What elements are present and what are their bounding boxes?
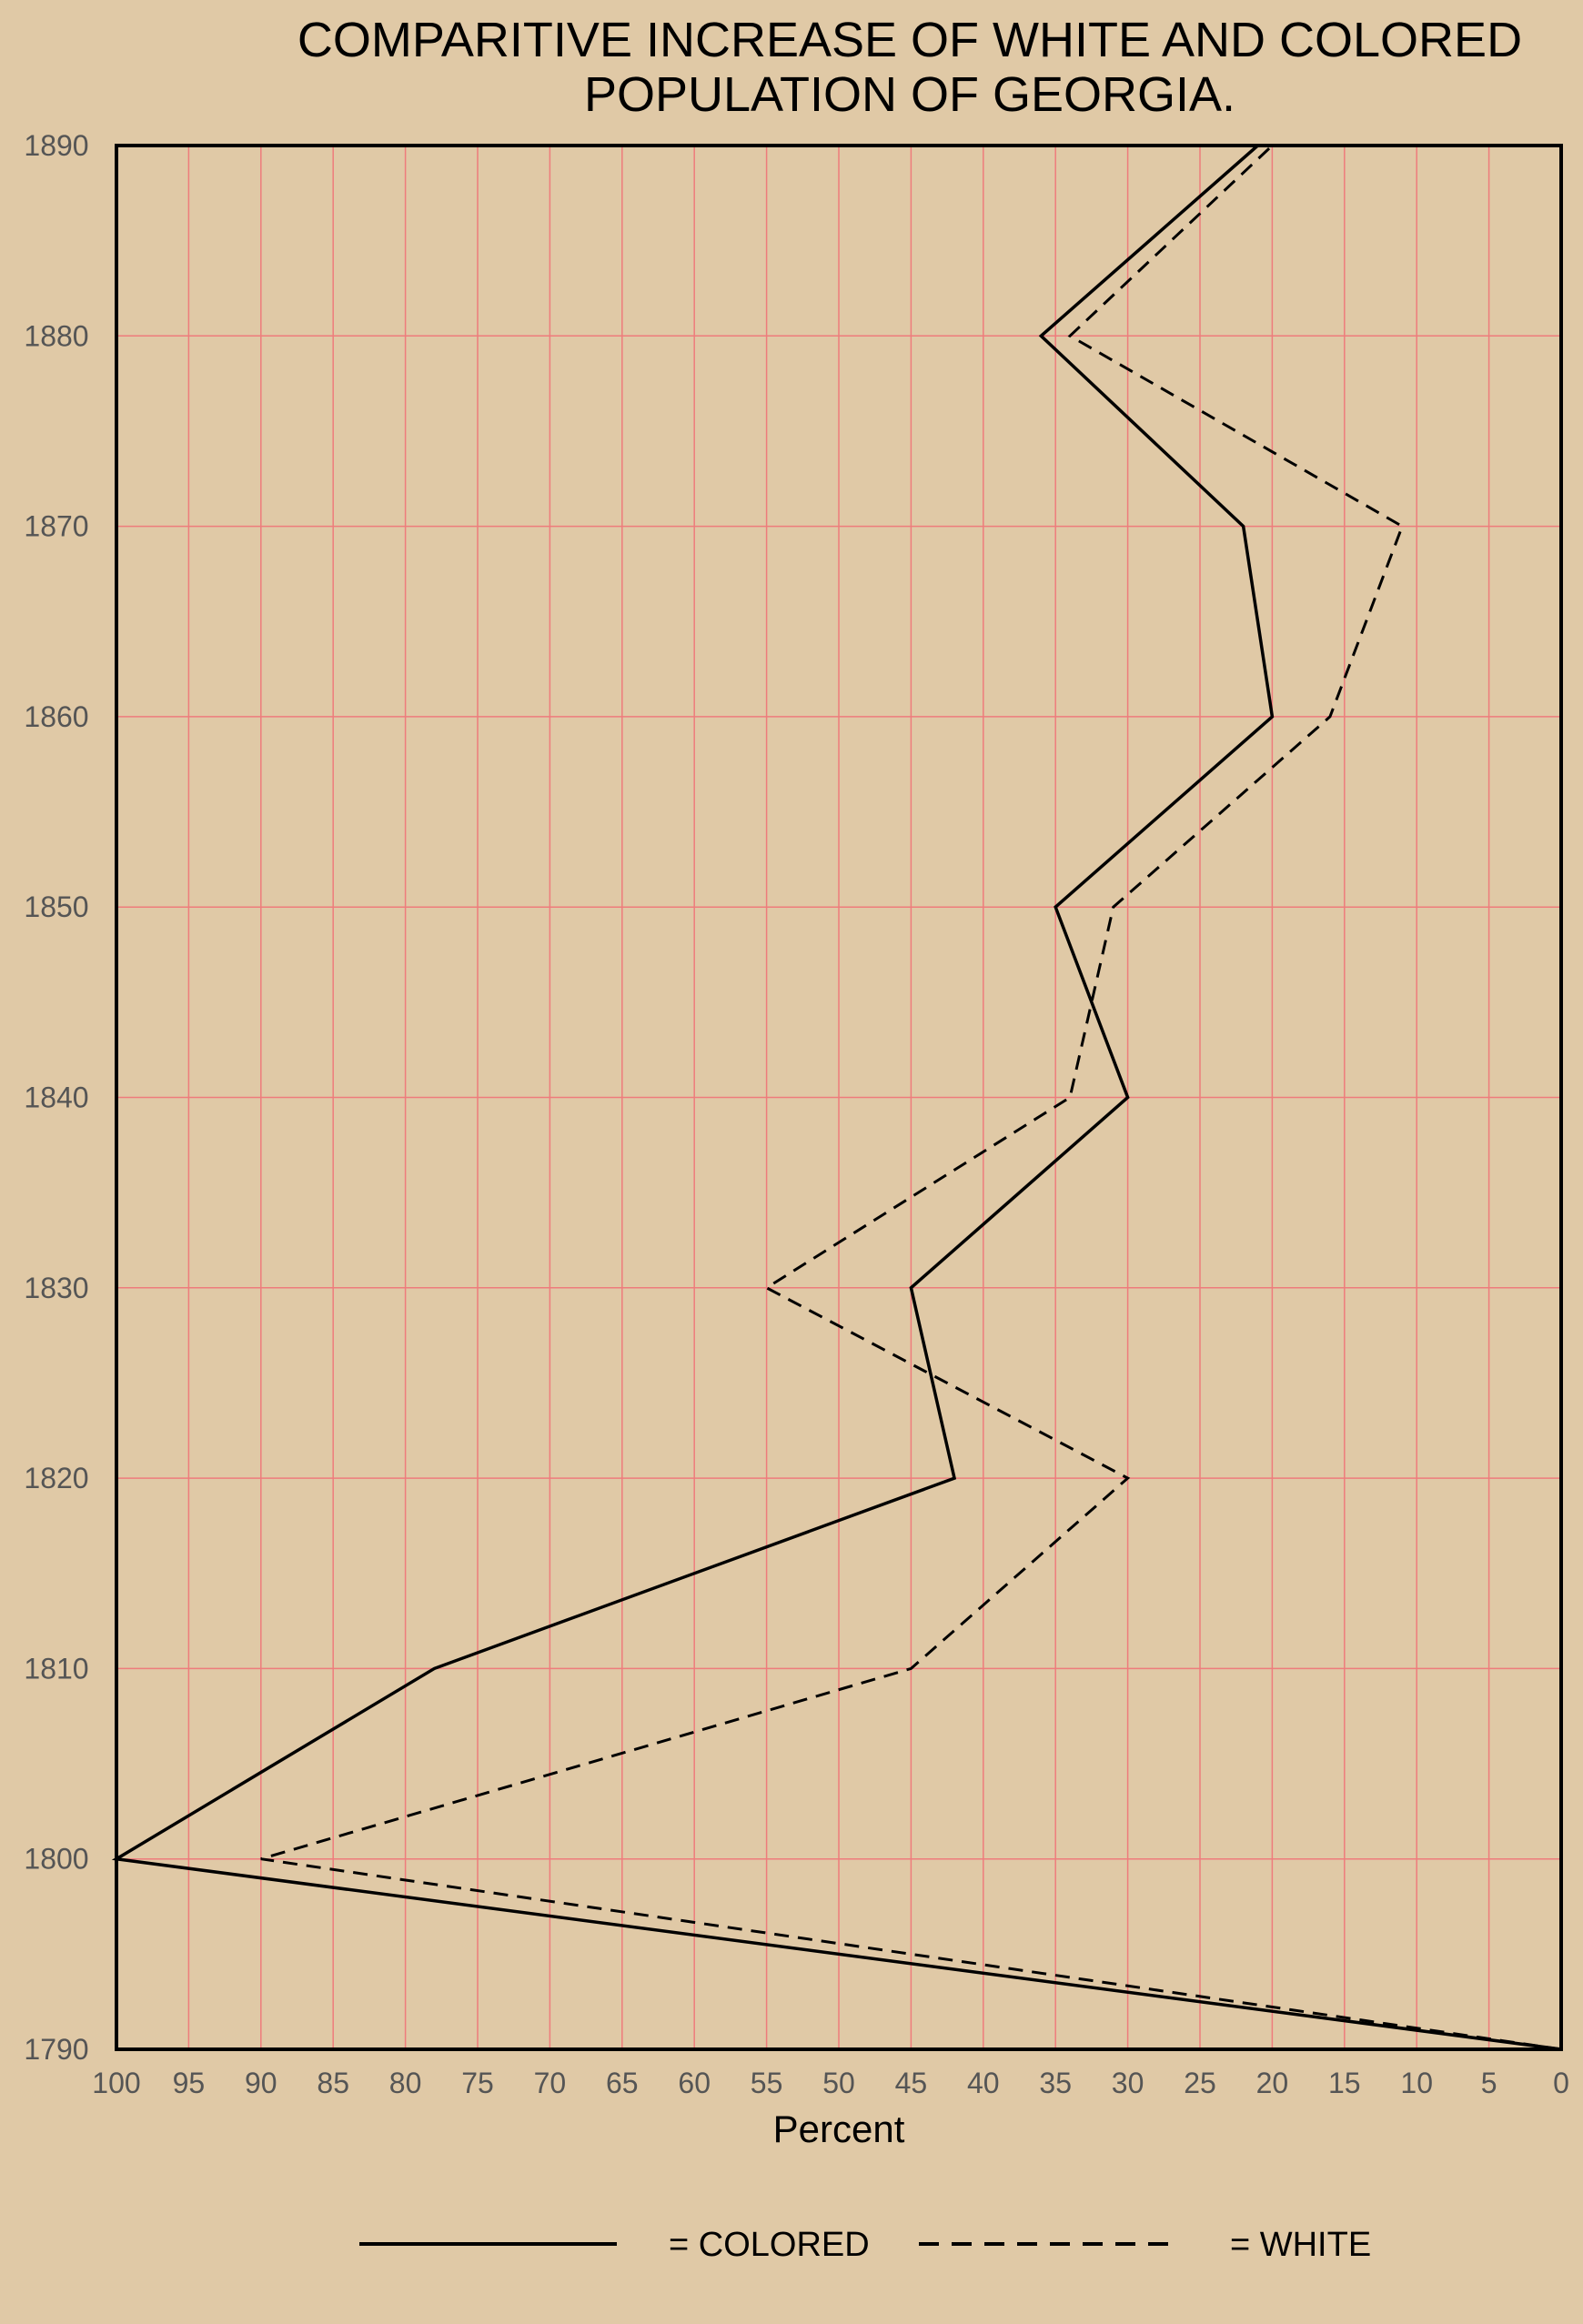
y-tick-label-1870: 1870 [24, 510, 88, 543]
x-axis-ticks: 100 95 90 85 80 75 70 65 60 55 50 45 40 35 30 25 20 15 10 5… [92, 2067, 1569, 2099]
y-tick-label-1880: 1880 [24, 319, 88, 352]
x-tick-label-0: 0 [1553, 2067, 1569, 2099]
x-tick-label-15: 15 [1328, 2067, 1361, 2099]
x-tick-label-100: 100 [92, 2067, 140, 2099]
plot-frame [115, 144, 1563, 2051]
x-tick-label-90: 90 [245, 2067, 277, 2099]
x-tick-label-75: 75 [461, 2067, 494, 2099]
x-tick-label-5: 5 [1481, 2067, 1497, 2099]
grid-layer [116, 145, 1562, 2050]
x-tick-label-80: 80 [389, 2067, 422, 2099]
y-tick-label-1850: 1850 [24, 890, 88, 923]
y-tick-label-1800: 1800 [24, 1843, 88, 1876]
legend: = COLORED = WHITE [359, 2226, 1371, 2264]
y-tick-label-1840: 1840 [24, 1082, 88, 1114]
y-tick-label-1810: 1810 [24, 1652, 88, 1685]
x-tick-label-35: 35 [1039, 2067, 1072, 2099]
x-tick-label-25: 25 [1184, 2067, 1216, 2099]
x-axis-title: Percent [773, 2108, 905, 2150]
x-tick-label-40: 40 [967, 2067, 1000, 2099]
series-line-colored [111, 144, 1562, 2051]
x-tick-label-30: 30 [1112, 2067, 1144, 2099]
chart-title-line-1: COMPARITIVE INCREASE OF WHITE AND COLORE… [297, 13, 1522, 67]
y-axis-ticks: 1890 1880 1870 1860 1850 1840 1830 1820 1810 1800… [24, 129, 88, 2066]
x-tick-label-20: 20 [1256, 2067, 1289, 2099]
y-tick-label-1890: 1890 [24, 129, 88, 162]
x-tick-label-55: 55 [751, 2067, 783, 2099]
x-tick-label-50: 50 [822, 2067, 855, 2099]
x-tick-label-65: 65 [606, 2067, 639, 2099]
y-tick-label-1790: 1790 [24, 2033, 88, 2066]
x-tick-label-85: 85 [317, 2067, 349, 2099]
x-tick-label-60: 60 [678, 2067, 711, 2099]
x-tick-label-70: 70 [534, 2067, 567, 2099]
y-tick-label-1820: 1820 [24, 1462, 88, 1494]
chart-title-line-2: POPULATION OF GEORGIA. [584, 67, 1235, 122]
x-tick-label-45: 45 [895, 2067, 928, 2099]
y-tick-label-1830: 1830 [24, 1272, 88, 1304]
x-tick-label-95: 95 [173, 2067, 206, 2099]
series-layer [111, 144, 1562, 2051]
series-line-white [260, 144, 1562, 2051]
legend-colored-label: = COLORED [669, 2226, 870, 2264]
y-tick-label-1860: 1860 [24, 700, 88, 733]
x-tick-label-10: 10 [1400, 2067, 1433, 2099]
legend-white-label: = WHITE [1230, 2226, 1371, 2264]
